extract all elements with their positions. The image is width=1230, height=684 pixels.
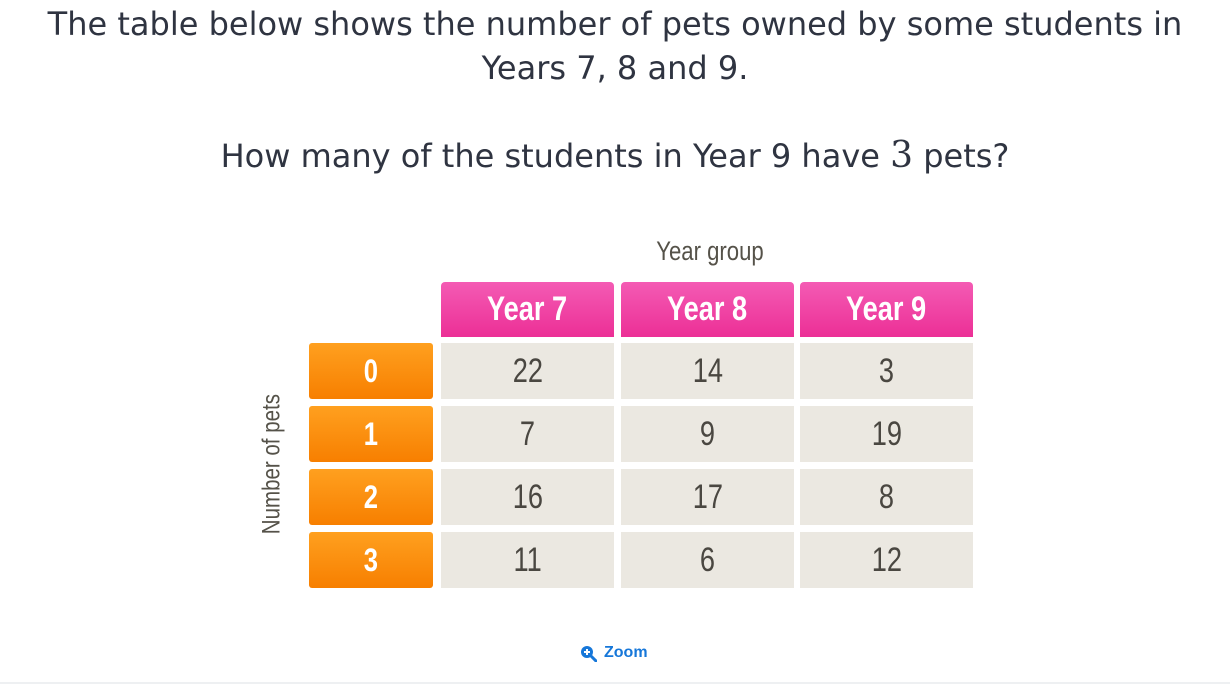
row-label-0-text: 0 — [363, 352, 379, 389]
bottom-divider — [0, 682, 1230, 684]
row-axis-title: Number of pets — [257, 394, 286, 535]
row-label-1: 1 — [309, 406, 433, 462]
cell-3-year-9: 12 — [800, 532, 973, 588]
zoom-in-icon — [580, 645, 597, 662]
cell-1-year-8-value: 9 — [699, 414, 716, 453]
cell-3-year-9-value: 12 — [871, 540, 902, 579]
row-label-1-text: 1 — [363, 415, 379, 452]
cell-1-year-9: 19 — [800, 406, 973, 462]
question-prompt: How many of the students in Year 9 have … — [0, 134, 1230, 178]
row-label-2: 2 — [309, 469, 433, 525]
row-label-3-text: 3 — [363, 541, 379, 578]
column-axis-title: Year group — [656, 236, 764, 266]
header-year-7: Year 7 — [441, 282, 614, 337]
question-prompt-end: pets? — [913, 137, 1010, 175]
zoom-label: Zoom — [604, 644, 648, 661]
row-label-0: 0 — [309, 343, 433, 399]
cell-2-year-7: 16 — [441, 469, 614, 525]
question-prompt-number: 3 — [890, 135, 914, 176]
cell-2-year-9: 8 — [800, 469, 973, 525]
header-year-9: Year 9 — [800, 282, 973, 337]
row-label-3: 3 — [309, 532, 433, 588]
cell-0-year-8-value: 14 — [692, 351, 723, 390]
zoom-button[interactable]: Zoom — [580, 644, 648, 662]
cell-1-year-8: 9 — [621, 406, 794, 462]
cell-2-year-8: 17 — [621, 469, 794, 525]
cell-2-year-8-value: 17 — [692, 477, 723, 516]
header-year-7-label: Year 7 — [487, 290, 568, 328]
row-axis-title-box: Number of pets — [242, 380, 298, 550]
cell-3-year-8: 6 — [621, 532, 794, 588]
cell-1-year-7: 7 — [441, 406, 614, 462]
cell-1-year-9-value: 19 — [871, 414, 902, 453]
cell-0-year-9-value: 3 — [878, 351, 895, 390]
question-prompt-text: How many of the students in Year 9 have — [220, 137, 891, 175]
cell-2-year-9-value: 8 — [878, 477, 895, 516]
cell-0-year-7: 22 — [441, 343, 614, 399]
cell-0-year-8: 14 — [621, 343, 794, 399]
row-label-2-text: 2 — [363, 478, 379, 515]
header-year-8: Year 8 — [621, 282, 794, 337]
cell-1-year-7-value: 7 — [519, 414, 536, 453]
cell-0-year-9: 3 — [800, 343, 973, 399]
cell-3-year-7-value: 11 — [513, 540, 542, 579]
cell-0-year-7-value: 22 — [512, 351, 543, 390]
question-intro-line-2: Years 7, 8 and 9. — [481, 49, 749, 87]
header-year-8-label: Year 8 — [667, 290, 748, 328]
header-year-9-label: Year 9 — [846, 290, 927, 328]
question-intro: The table below shows the number of pets… — [0, 2, 1230, 90]
cell-3-year-7: 11 — [441, 532, 614, 588]
cell-3-year-8-value: 6 — [699, 540, 716, 579]
pets-table-figure: Year group Number of pets Year 7 Year 8 … — [240, 230, 1000, 600]
question-intro-line-1: The table below shows the number of pets… — [47, 5, 1183, 43]
cell-2-year-7-value: 16 — [512, 477, 543, 516]
